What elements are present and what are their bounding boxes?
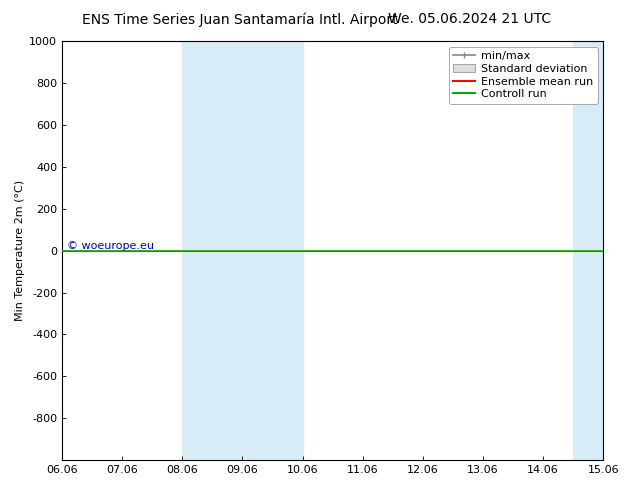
Legend: min/max, Standard deviation, Ensemble mean run, Controll run: min/max, Standard deviation, Ensemble me… <box>449 47 598 104</box>
Text: We. 05.06.2024 21 UTC: We. 05.06.2024 21 UTC <box>389 12 552 26</box>
Bar <box>183 41 302 460</box>
Bar <box>573 41 633 460</box>
Text: ENS Time Series Juan Santamaría Intl. Airport: ENS Time Series Juan Santamaría Intl. Ai… <box>82 12 398 27</box>
Y-axis label: Min Temperature 2m (°C): Min Temperature 2m (°C) <box>15 180 25 321</box>
Text: © woeurope.eu: © woeurope.eu <box>67 241 155 250</box>
